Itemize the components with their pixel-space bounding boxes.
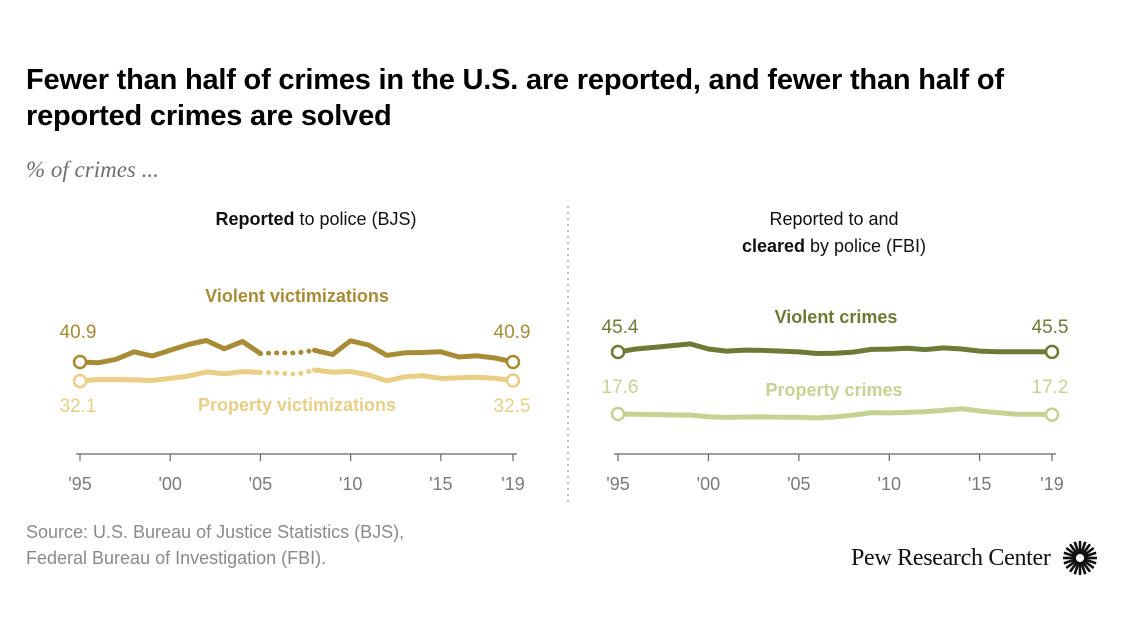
- label-violent-victimizations: Violent victimizations: [205, 286, 389, 306]
- endpoint-marker-start: [610, 344, 626, 360]
- sunburst-ray: [1073, 561, 1080, 575]
- right-tick-label: '05: [787, 474, 810, 494]
- label-violent-crimes: Violent crimes: [775, 307, 898, 327]
- series-line-violent-crimes: [615, 341, 1055, 356]
- sunburst-ray: [1062, 558, 1077, 565]
- sunburst-ray: [1079, 541, 1087, 555]
- endpoint-marker-end: [505, 354, 521, 370]
- source-line-2: Federal Bureau of Investigation (FBI).: [26, 548, 327, 568]
- value-violent-fbi-start: 45.4: [602, 317, 639, 338]
- endpoint-marker-start: [72, 354, 88, 370]
- series-gap-violent-victimizations: [257, 347, 317, 356]
- left-panel-title-bold: Reported: [215, 209, 294, 229]
- series-line-property-victimizations: [312, 367, 516, 384]
- right-tick-label: '10: [878, 474, 901, 494]
- right-panel-title-line2: cleared by police (FBI): [742, 236, 926, 256]
- right-tick-label: '15: [968, 474, 991, 494]
- chart-title: Fewer than half of crimes in the U.S. ar…: [26, 64, 1004, 132]
- endpoint-marker-start: [72, 373, 88, 389]
- series-line-property-crimes: [615, 406, 1055, 421]
- value-violent-bjs-start: 40.9: [60, 322, 97, 343]
- source-line-1: Source: U.S. Bureau of Justice Statistic…: [26, 522, 405, 542]
- endpoint-marker-end: [505, 373, 521, 388]
- endpoint-marker-start: [610, 406, 626, 422]
- right-panel-title-rest: by police (FBI): [805, 236, 926, 256]
- left-tick-label: '95: [68, 474, 91, 494]
- sunburst-ray: [1062, 551, 1077, 558]
- value-property-fbi-end: 17.2: [1032, 377, 1069, 398]
- sunburst-ray: [1082, 546, 1095, 557]
- endpoint-marker-end: [1044, 407, 1060, 422]
- label-property-crimes: Property crimes: [765, 380, 902, 400]
- left-panel-title: Reported to police (BJS): [215, 209, 416, 229]
- left-tick-label: '05: [249, 474, 272, 494]
- series-line-violent-victimizations: [77, 338, 263, 366]
- value-property-bjs-end: 32.5: [494, 396, 531, 417]
- pew-logo: Pew Research Center: [851, 541, 1099, 575]
- sunburst-ray: [1082, 559, 1095, 570]
- left-panel-title-rest: to police (BJS): [294, 209, 416, 229]
- right-panel-title-line1: Reported to and: [769, 209, 898, 229]
- right-tick-label: '95: [606, 474, 629, 494]
- right-tick-label: '19: [1040, 474, 1063, 494]
- sunburst-ray: [1080, 560, 1091, 573]
- series-gap-property-victimizations: [257, 367, 317, 377]
- right-panel-title-bold: cleared: [742, 236, 805, 256]
- pew-sunburst-icon: [1062, 541, 1097, 575]
- sunburst-ray: [1082, 551, 1097, 558]
- value-property-bjs-start: 32.1: [60, 396, 97, 417]
- left-tick-label: '19: [501, 474, 524, 494]
- sunburst-ray: [1082, 558, 1097, 565]
- series-line-violent-victimizations: [312, 338, 516, 365]
- sunburst-ray: [1065, 546, 1078, 557]
- left-tick-label: '00: [158, 474, 181, 494]
- chart-subtitle: % of crimes ...: [26, 157, 159, 182]
- endpoint-marker-end: [1044, 344, 1060, 360]
- logo-text: Pew Research Center: [851, 544, 1051, 571]
- sunburst-ray: [1080, 543, 1091, 556]
- left-tick-label: '10: [339, 474, 362, 494]
- label-property-victimizations: Property victimizations: [198, 395, 396, 415]
- source-note: Source: U.S. Bureau of Justice Statistic…: [26, 519, 404, 571]
- left-panel: '95 '00 '05 '10 '15 '19: [68, 338, 525, 494]
- sunburst-ray: [1073, 541, 1080, 555]
- series-line-property-victimizations: [77, 369, 263, 384]
- left-tick-label: '15: [429, 474, 452, 494]
- right-panel: '95 '00 '05 '10 '15 '19: [606, 341, 1064, 494]
- sunburst-ray: [1079, 561, 1087, 575]
- sunburst-ray: [1068, 560, 1079, 573]
- value-violent-fbi-end: 45.5: [1032, 317, 1069, 338]
- value-violent-bjs-end: 40.9: [494, 322, 531, 343]
- sunburst-ray: [1068, 543, 1079, 556]
- right-tick-label: '00: [697, 474, 720, 494]
- value-property-fbi-start: 17.6: [602, 377, 639, 398]
- sunburst-ray: [1065, 559, 1078, 570]
